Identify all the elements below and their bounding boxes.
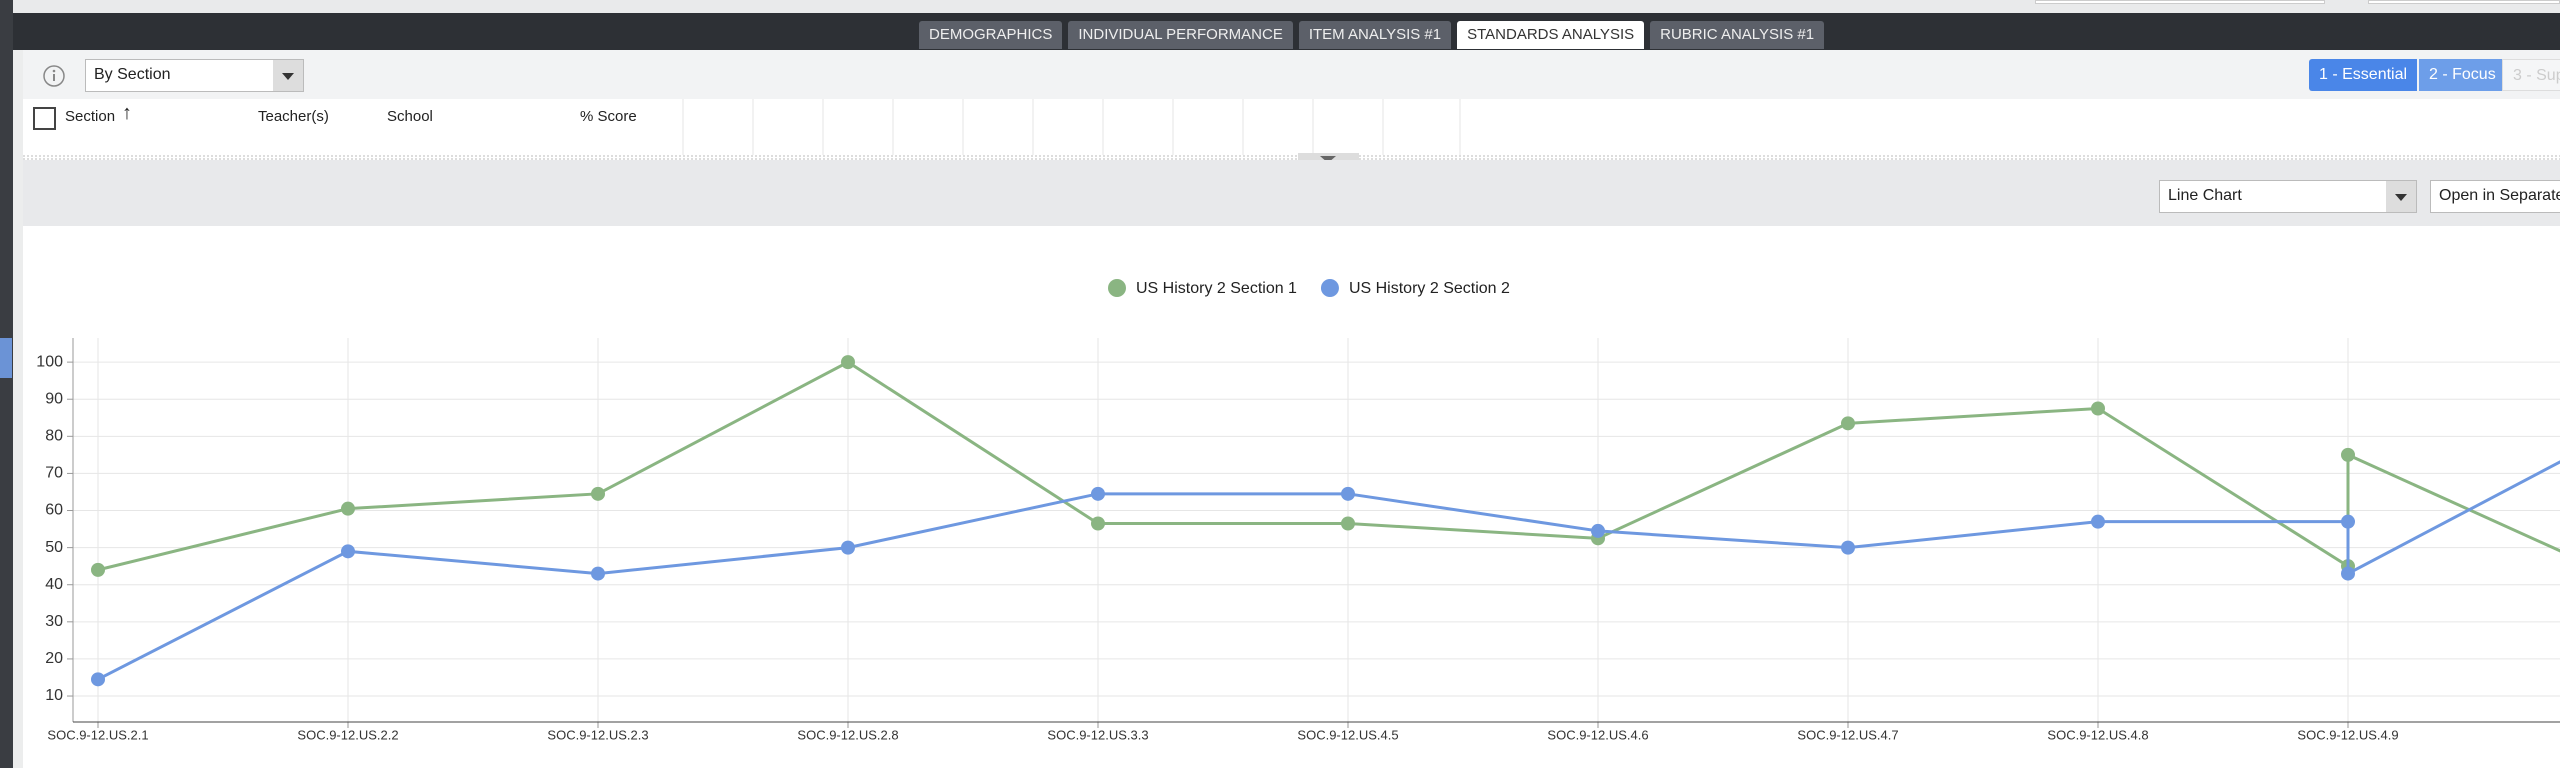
toolbar: [0, 50, 2560, 99]
level-button[interactable]: 2 - Focus: [2419, 59, 2506, 91]
data-point: [1841, 416, 1855, 431]
legend-marker: [1108, 279, 1126, 297]
top-input[interactable]: [2368, 0, 2560, 4]
x-tick-label: SOC.9-12.US.4.7: [1797, 727, 1898, 742]
tab[interactable]: ITEM ANALYSIS #1: [1298, 21, 1452, 49]
series-line: [97, 360, 2560, 572]
data-point: [841, 540, 855, 555]
dropdown-arrow: [2386, 181, 2416, 212]
open-separate-button[interactable]: Open in Separate: [2430, 180, 2560, 213]
data-point: [1091, 516, 1105, 531]
data-point: [2091, 514, 2105, 529]
data-point: [91, 672, 105, 687]
x-tick-label: SOC.9-12.US.2.3: [547, 727, 648, 742]
x-tick-label: SOC.9-12.US.4.9: [2297, 727, 2398, 742]
data-point: [341, 544, 355, 559]
series-line: [97, 460, 2560, 681]
legend-marker: [1320, 279, 1339, 297]
top-input[interactable]: [2035, 0, 2325, 4]
y-tick-label: 40: [45, 576, 63, 593]
y-tick-label: 100: [36, 353, 63, 370]
data-point: [1591, 523, 1605, 538]
chart-type-select[interactable]: Line Chart: [2159, 180, 2417, 213]
x-tick-label: SOC.9-12.US.2.2: [297, 727, 398, 742]
data-point: [2341, 447, 2355, 462]
y-tick-label: 20: [45, 650, 63, 667]
select-all-checkbox[interactable]: [33, 107, 56, 130]
data-point: [2341, 514, 2355, 529]
data-point: [2341, 566, 2355, 581]
tab-list: DEMOGRAPHICS INDIVIDUAL PERFORMANCE ITEM A…: [919, 21, 1825, 49]
tab[interactable]: RUBRIC ANALYSIS #1: [1650, 21, 1825, 49]
group-select[interactable]: By Section: [85, 59, 304, 92]
y-tick-label: 50: [45, 539, 63, 556]
data-point: [841, 355, 855, 370]
table-header-lines: [23, 99, 2560, 164]
chart-type-text: Line Chart: [2168, 187, 2242, 204]
data-point: [341, 501, 355, 516]
level-button[interactable]: 1 - Essential: [2309, 59, 2418, 91]
x-tick-label: SOC.9-12.US.3.3: [1047, 727, 1148, 742]
legend-label: US History 2 Section 1: [1136, 280, 1297, 297]
dropdown-arrow: [273, 60, 303, 91]
x-tick-label: SOC.9-12.US.2.8: [797, 727, 898, 742]
chart-toolbar: [0, 160, 2560, 226]
left-gutter: [13, 50, 23, 768]
y-tick-label: 60: [45, 502, 63, 519]
info-icon[interactable]: [42, 64, 66, 88]
data-point: [591, 566, 605, 581]
data-point: [1091, 486, 1105, 501]
data-point: [1341, 486, 1355, 501]
data-point: [1341, 516, 1355, 531]
x-tick-label: SOC.9-12.US.4.6: [1547, 727, 1648, 742]
y-tick-label: 70: [45, 465, 63, 482]
y-tick-label: 10: [45, 687, 63, 704]
x-tick-label: SOC.9-12.US.4.8: [2047, 727, 2148, 742]
left-rail: [0, 0, 13, 768]
top-strip: [0, 0, 2560, 14]
column-header[interactable]: Section: [65, 108, 116, 125]
group-select-text: By Section: [94, 66, 171, 83]
y-tick-label: 90: [45, 390, 63, 407]
data-point: [1841, 540, 1855, 555]
sort-indicator[interactable]: ↑: [122, 102, 132, 124]
tab[interactable]: DEMOGRAPHICS: [919, 21, 1063, 49]
y-tick-label: 80: [45, 428, 63, 445]
column-header[interactable]: School: [387, 108, 433, 125]
column-header[interactable]: % Score: [580, 108, 637, 125]
x-tick-label: SOC.9-12.US.2.1: [47, 727, 148, 742]
data-point: [2091, 401, 2105, 416]
tab[interactable]: INDIVIDUAL PERFORMANCE: [1068, 21, 1293, 49]
left-rail-indicator: [0, 338, 12, 378]
data-point: [91, 562, 105, 577]
y-tick-label: 30: [45, 613, 63, 630]
tab[interactable]: STANDARDS ANALYSIS: [1457, 21, 1645, 49]
level-button[interactable]: 3 - Sup: [2502, 59, 2560, 91]
x-tick-label: SOC.9-12.US.4.5: [1297, 727, 1398, 742]
column-header[interactable]: Teacher(s): [258, 108, 329, 125]
data-point: [591, 486, 605, 501]
legend-label: US History 2 Section 2: [1349, 280, 1510, 297]
